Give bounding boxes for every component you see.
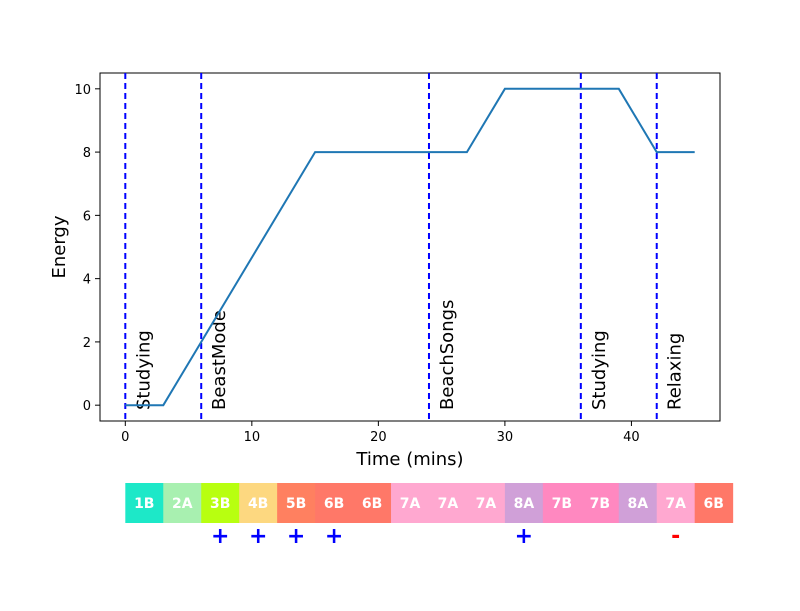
key-cell [542, 483, 582, 523]
key-label: 7B [552, 496, 572, 512]
key-label: 7A [438, 496, 459, 512]
plot-area [99, 72, 721, 422]
key-label: 6B [362, 496, 382, 512]
marker-label: BeastMode [209, 310, 230, 410]
energy-series [125, 87, 695, 407]
key-label: 7A [665, 496, 686, 512]
key-cell [277, 483, 316, 523]
x-axis-title: Time (mins) [355, 449, 463, 470]
marker-label: Studying [133, 330, 154, 410]
marker-label: Studying [589, 330, 610, 410]
key-change-sign: + [325, 524, 343, 549]
key-change-sign: - [671, 524, 680, 549]
y-tick-label: 4 [83, 273, 91, 288]
key-cell [656, 483, 696, 523]
x-tick-label: 30 [497, 430, 514, 445]
marker-label: BeachSongs [437, 300, 458, 410]
key-cell [353, 483, 392, 523]
energy-line [125, 87, 695, 407]
key-change-sign: + [211, 524, 229, 549]
key-cell [125, 483, 164, 523]
key-change-sign: + [287, 524, 305, 549]
key-cell [163, 483, 202, 523]
x-axis-ticks: 0 10 20 30 40 [121, 421, 640, 445]
y-tick-label: 10 [74, 83, 91, 98]
key-cell [201, 483, 240, 523]
marker-label: Relaxing [665, 333, 686, 410]
key-cell [391, 483, 430, 523]
key-label: 1B [134, 496, 154, 512]
key-label: 4B [248, 496, 268, 512]
key-cell [618, 483, 658, 523]
key-label: 6B [324, 496, 344, 512]
key-cell [694, 483, 734, 523]
y-tick-label: 6 [83, 209, 91, 224]
key-label: 8A [514, 496, 535, 512]
playlist-markers: Studying BeastMode BeachSongs Studying Relax… [124, 73, 686, 421]
key-cell [504, 483, 544, 523]
key-label: 5B [286, 496, 306, 512]
key-strip: 1B 2A 3B +4B +5B +6B +6B 7A 7A 7A 8A +7B 7B 8A 7A - 6B [125, 483, 734, 549]
x-tick-label: 10 [244, 430, 261, 445]
key-label: 7A [476, 496, 497, 512]
key-label: 8A [627, 496, 648, 512]
y-tick-label: 0 [83, 399, 91, 414]
key-cell [315, 483, 354, 523]
key-label: 2A [172, 496, 193, 512]
key-label: 6B [703, 496, 723, 512]
y-axis-ticks: 0 2 4 6 8 10 [74, 83, 100, 414]
key-cell [466, 483, 506, 523]
key-label: 3B [210, 496, 230, 512]
key-cell [428, 483, 468, 523]
x-tick-label: 20 [370, 430, 387, 445]
y-tick-label: 8 [83, 146, 91, 161]
key-cell [580, 483, 620, 523]
key-change-sign: + [515, 524, 533, 549]
key-label: 7B [590, 496, 610, 512]
key-cell [239, 483, 278, 523]
key-label: 7A [400, 496, 421, 512]
y-tick-label: 2 [83, 336, 91, 351]
x-tick-label: 40 [623, 430, 640, 445]
x-tick-label: 0 [121, 430, 129, 445]
key-change-sign: + [249, 524, 267, 549]
y-axis-title: Energy [49, 215, 70, 278]
